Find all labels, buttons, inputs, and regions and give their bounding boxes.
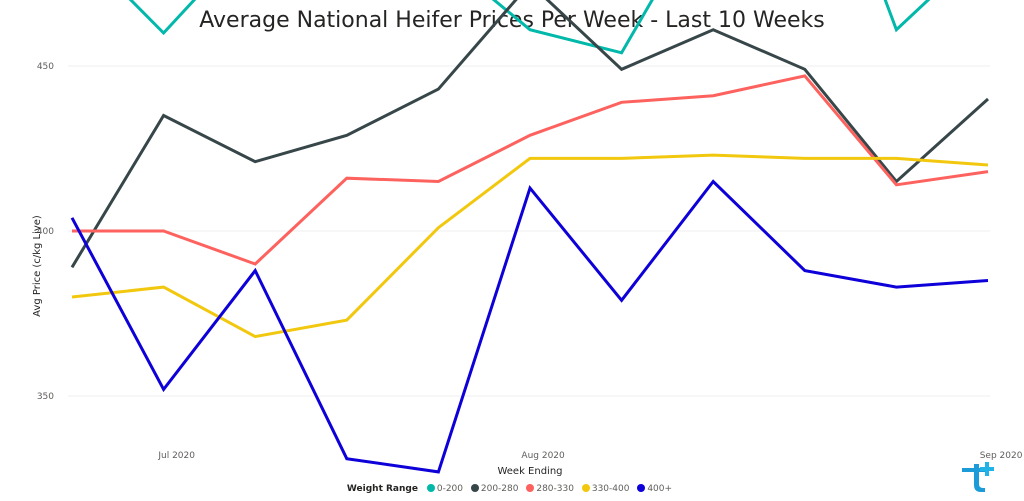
series-line-0-200[interactable] xyxy=(72,0,988,55)
legend-dot-400-plus xyxy=(637,484,646,492)
gridlines xyxy=(68,65,990,397)
series-lines xyxy=(70,0,990,474)
legend-dot-330-400 xyxy=(581,484,590,492)
legend-title: Weight Range xyxy=(346,484,418,494)
legend-dot-0-200 xyxy=(426,484,435,492)
y-tick-label: 450 xyxy=(37,62,54,72)
x-axis-ticks: Jul 2020 Aug 2020 Sep 2020 xyxy=(157,451,1022,461)
y-tick-label: 350 xyxy=(37,392,54,402)
series-line-400-plus[interactable] xyxy=(70,179,989,474)
x-tick-label: Aug 2020 xyxy=(521,451,565,461)
brand-logo-icon xyxy=(962,462,994,492)
legend: Weight Range 0-200 200-280 280-330 330-4… xyxy=(0,484,1024,494)
chart-title: Average National Heifer Prices Per Week … xyxy=(199,8,825,33)
legend-label: 400+ xyxy=(647,484,673,494)
series-line-200-280[interactable] xyxy=(70,0,990,269)
legend-label: 280-330 xyxy=(536,484,574,494)
legend-label: 0-200 xyxy=(436,484,463,494)
y-tick-label: 400 xyxy=(37,227,54,237)
legend-label: 330-400 xyxy=(591,484,630,494)
legend-item-330-400[interactable]: 330-400 xyxy=(581,484,630,494)
legend-dot-200-280 xyxy=(470,484,479,492)
x-axis-title: Week Ending xyxy=(497,466,562,477)
legend-label: 200-280 xyxy=(480,484,519,494)
legend-item-400-plus[interactable]: 400+ xyxy=(637,484,672,494)
legend-item-280-330[interactable]: 280-330 xyxy=(526,484,574,494)
y-axis-title: Avg Price (c/kg Live) xyxy=(32,215,43,317)
legend-item-0-200[interactable]: 0-200 xyxy=(426,484,463,494)
series-line-330-400[interactable] xyxy=(71,153,989,339)
legend-item-200-280[interactable]: 200-280 xyxy=(470,484,519,494)
legend-dot-280-330 xyxy=(526,484,535,492)
series-line-280-330[interactable] xyxy=(72,74,989,266)
y-axis-ticks: 350400450500 xyxy=(37,62,54,402)
x-tick-label: Jul 2020 xyxy=(157,451,195,461)
x-tick-label: Sep 2020 xyxy=(980,451,1023,461)
